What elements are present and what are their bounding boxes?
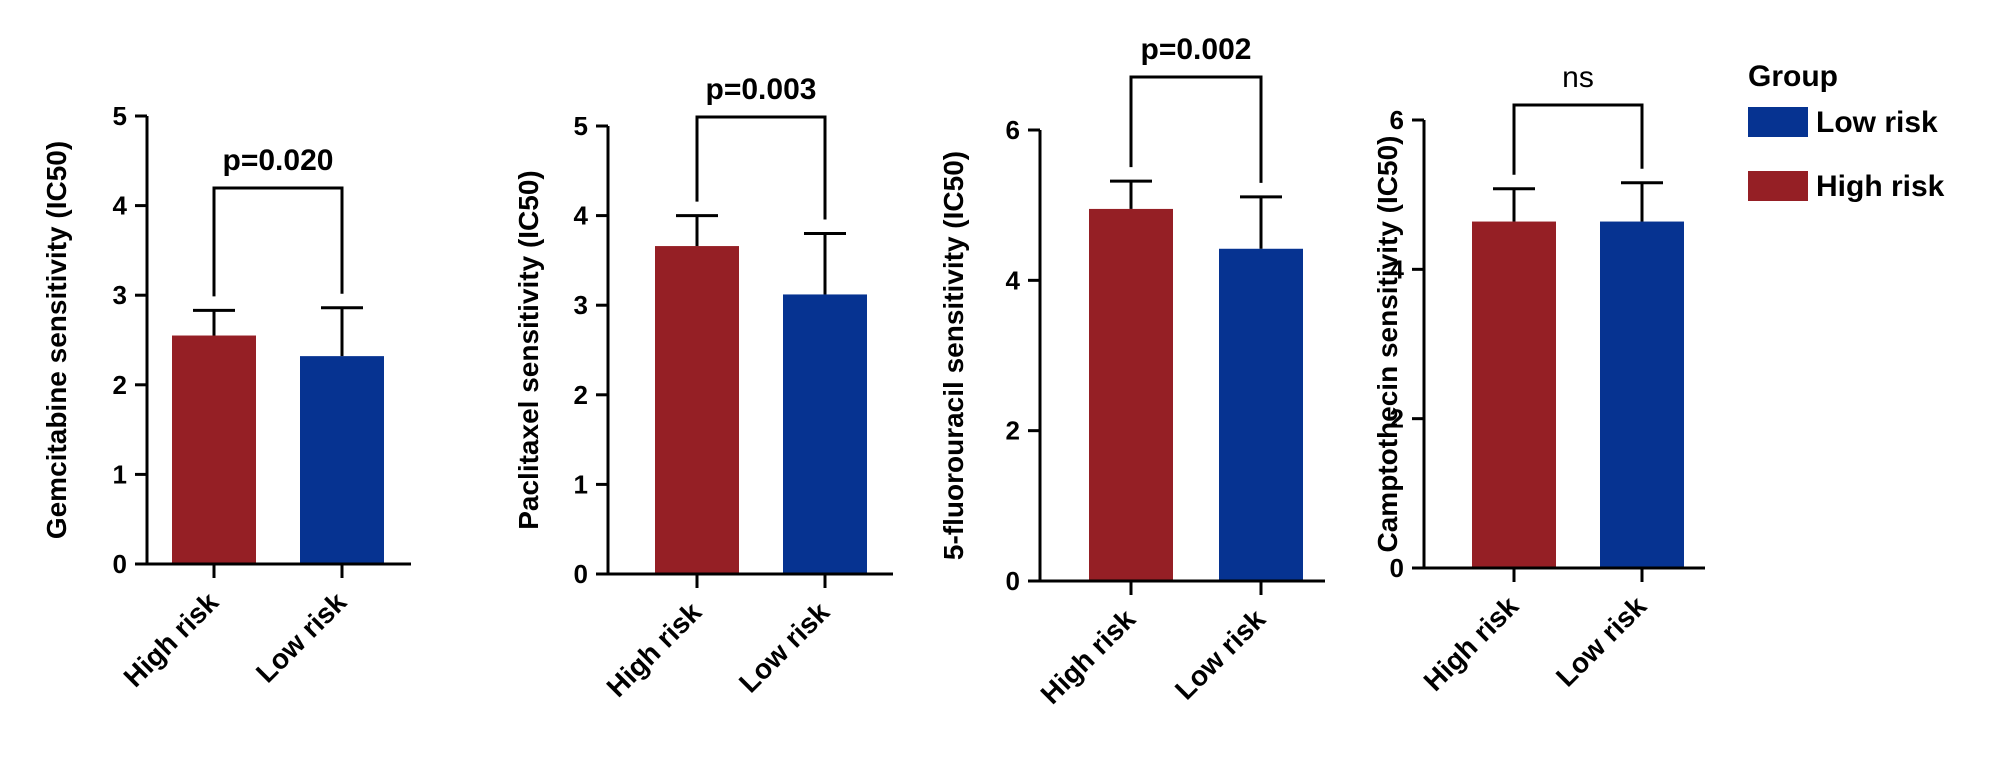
bar-low-risk xyxy=(783,294,867,574)
y-tick-label: 2 xyxy=(574,380,588,410)
significance-label: p=0.020 xyxy=(223,144,334,177)
bar-high-risk xyxy=(1089,208,1173,582)
y-tick-label: 5 xyxy=(574,111,588,141)
legend-title: Group xyxy=(1748,60,1838,93)
chart-panel-4: 0 2 4 6 High risk Low risk Camptothecin sensit… xyxy=(1372,61,1705,697)
y-tick-label: 6 xyxy=(1390,105,1404,135)
y-axis-title: Paclitaxel sensitivity (IC50) xyxy=(513,170,544,530)
significance-label: p=0.002 xyxy=(1141,33,1252,66)
y-tick-label: 3 xyxy=(113,280,127,310)
y-tick-label: 2 xyxy=(113,370,127,400)
y-tick-label: 2 xyxy=(1390,404,1404,434)
chart-panel-2: 0 1 2 3 4 5 High risk Low risk Paclitaxel sensit… xyxy=(513,73,893,703)
y-tick-label: 4 xyxy=(1390,254,1405,284)
y-axis-title: Camptothecin sensitivity (IC50) xyxy=(1372,136,1403,553)
bar-high-risk xyxy=(172,335,256,564)
y-tick-label: 4 xyxy=(1006,265,1021,295)
legend-label-high-risk: High risk xyxy=(1816,170,1945,203)
y-axis-title: Gemcitabine sensitivity (IC50) xyxy=(41,141,72,539)
y-tick-label: 4 xyxy=(574,201,589,231)
legend-label-low-risk: Low risk xyxy=(1816,106,1938,139)
significance-bracket xyxy=(1129,75,1263,183)
x-category-label: Low risk xyxy=(250,586,353,689)
x-category-label: Low risk xyxy=(1169,603,1272,706)
bar-high-risk xyxy=(1472,221,1556,568)
chart-panel-1: 0 1 2 3 4 5 High risk Low risk Gemcitabine sensi… xyxy=(41,101,411,693)
x-category-label: High risk xyxy=(1035,603,1142,710)
significance-label: ns xyxy=(1562,61,1594,94)
y-tick-label: 3 xyxy=(574,290,588,320)
legend-swatch-high-risk xyxy=(1748,171,1808,201)
significance-bracket xyxy=(695,115,827,220)
y-tick-label: 4 xyxy=(113,191,128,221)
chart-panel-3: 0 2 4 6 High risk Low risk 5-fluorouracil sens… xyxy=(938,33,1325,710)
y-tick-label: 5 xyxy=(113,101,127,131)
x-category-label: High risk xyxy=(1418,590,1525,697)
legend-swatch-low-risk xyxy=(1748,107,1808,137)
y-tick-label: 0 xyxy=(1390,553,1404,583)
y-tick-label: 0 xyxy=(1006,566,1020,596)
bar-high-risk xyxy=(655,246,739,574)
legend: Group Low risk High risk xyxy=(1748,60,1945,203)
significance-bracket xyxy=(1512,103,1644,175)
y-tick-label: 0 xyxy=(574,559,588,589)
y-axis-title: 5-fluorouracil sensitivity (IC50) xyxy=(938,151,969,560)
y-tick-label: 6 xyxy=(1006,115,1020,145)
significance-label: p=0.003 xyxy=(706,73,817,106)
y-tick-label: 0 xyxy=(113,549,127,579)
bar-low-risk xyxy=(300,356,384,564)
x-category-label: Low risk xyxy=(1550,590,1653,693)
bar-low-risk xyxy=(1600,221,1684,568)
significance-bracket xyxy=(212,186,344,297)
y-tick-label: 1 xyxy=(574,469,588,499)
x-category-label: High risk xyxy=(601,596,708,703)
x-category-label: High risk xyxy=(118,586,225,693)
y-tick-label: 2 xyxy=(1006,416,1020,446)
bar-low-risk xyxy=(1219,248,1303,581)
x-category-label: Low risk xyxy=(733,596,836,699)
y-tick-label: 1 xyxy=(113,459,127,489)
